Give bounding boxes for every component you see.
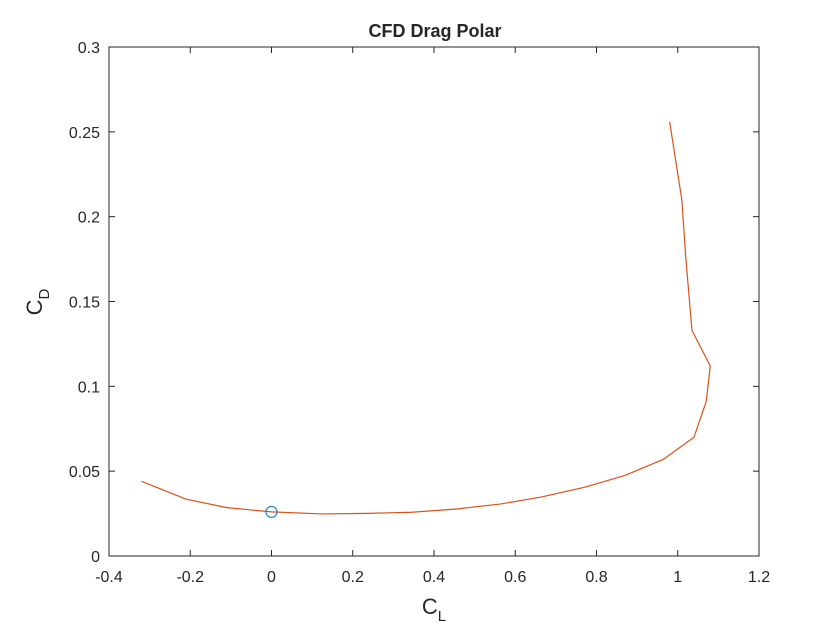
series-line-0 <box>141 121 711 515</box>
chart-title: CFD Drag Polar <box>368 21 501 41</box>
y-tick-label: 0.1 <box>78 379 100 396</box>
x-axis-label-subscript: L <box>438 608 446 625</box>
x-tick-label: 1.2 <box>748 569 770 586</box>
y-tick-label: 0.3 <box>78 40 100 57</box>
x-tick-label: -0.2 <box>176 569 204 586</box>
x-tick-label: -0.4 <box>95 569 123 586</box>
x-tick-label: 0.4 <box>423 569 445 586</box>
y-tick-label: 0 <box>91 549 100 566</box>
y-axis-label: CD <box>22 288 53 315</box>
x-tick-label: 0.2 <box>342 569 364 586</box>
y-tick-label: 0.25 <box>69 125 100 142</box>
y-axis-label-subscript: D <box>36 288 53 299</box>
x-tick-label: 0 <box>267 569 276 586</box>
x-tick-label: 1 <box>673 569 682 586</box>
plot-area <box>109 47 759 556</box>
y-axis-label-main: C <box>22 299 47 315</box>
y-tick-label: 0.2 <box>78 210 100 227</box>
x-tick-label: 0.6 <box>504 569 526 586</box>
series-marker-1-0 <box>265 505 278 518</box>
x-tick-label: 0.8 <box>585 569 607 586</box>
y-tick-label: 0.05 <box>69 464 100 481</box>
y-tick-label: 0.15 <box>69 295 100 312</box>
x-axis-label: CL <box>422 594 446 625</box>
x-axis-label-main: C <box>422 594 438 619</box>
